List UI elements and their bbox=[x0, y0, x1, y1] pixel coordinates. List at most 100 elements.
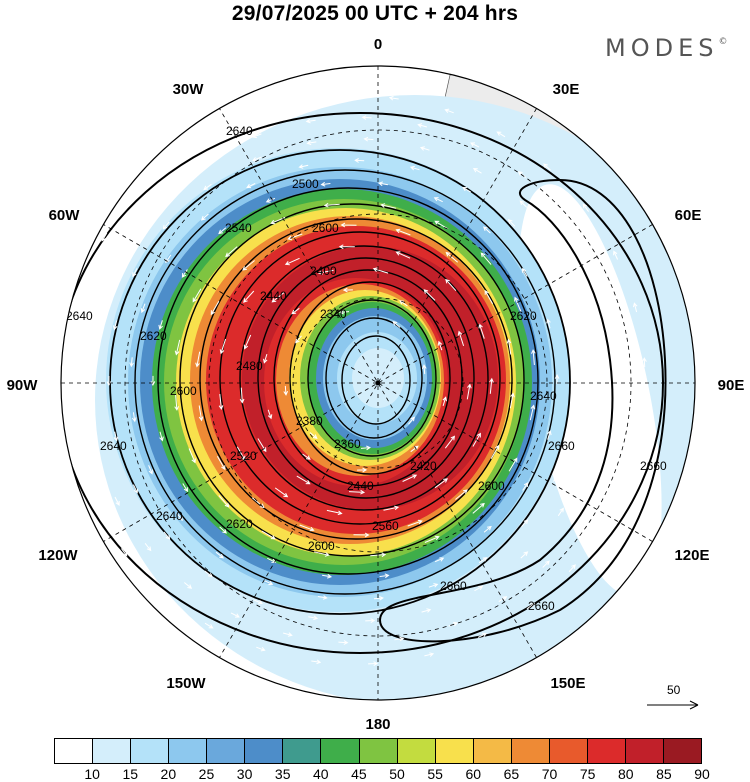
contour-label: 2440 bbox=[260, 289, 287, 303]
wind-arrow bbox=[236, 446, 246, 461]
wind-arrow bbox=[379, 573, 390, 579]
wind-arrow bbox=[480, 252, 492, 265]
wind-arrow bbox=[188, 448, 196, 464]
colorbar-tick-label: 30 bbox=[236, 766, 253, 782]
contour-label: 2660 bbox=[640, 459, 667, 473]
contour-label: 2600 bbox=[478, 479, 505, 493]
wind-arrow bbox=[267, 557, 277, 563]
wind-arrow bbox=[291, 307, 300, 315]
south-pole-marker bbox=[375, 380, 381, 386]
wind-arrow bbox=[218, 394, 224, 411]
colorbar-segment bbox=[93, 739, 132, 763]
wind-arrow bbox=[120, 548, 128, 557]
wind-arrow bbox=[202, 157, 212, 164]
wind-arrow bbox=[253, 599, 263, 605]
colorbar-tick-label: 85 bbox=[656, 766, 672, 782]
wind-arrow bbox=[87, 336, 93, 347]
wind-arrow bbox=[265, 197, 276, 203]
colorbar-tick-label: 90 bbox=[694, 766, 710, 782]
wind-arrow bbox=[610, 304, 616, 315]
wind-arrow bbox=[252, 156, 262, 162]
contour-label: 2480 bbox=[236, 359, 263, 373]
wind-arrow bbox=[242, 260, 255, 271]
wind-arrow bbox=[132, 484, 138, 494]
wind-arrow bbox=[483, 525, 492, 533]
contour-label: 2600 bbox=[170, 384, 197, 398]
wind-arrow bbox=[162, 221, 170, 230]
brand-name: MODES bbox=[605, 34, 719, 62]
wind-arrow bbox=[112, 320, 118, 331]
lon-label-60w: 60W bbox=[49, 207, 81, 224]
lon-label-90w: 90W bbox=[7, 377, 39, 394]
contour-label: 2640 bbox=[100, 439, 127, 453]
wind-arrow bbox=[557, 507, 564, 517]
lon-label-150e: 150E bbox=[550, 675, 585, 692]
contour-label: 2660 bbox=[528, 599, 555, 613]
wind-arrow bbox=[85, 391, 90, 402]
colorbar-tick-label: 80 bbox=[617, 766, 634, 782]
wind-arrow bbox=[526, 602, 535, 610]
map-boundary bbox=[60, 65, 696, 701]
wind-arrow bbox=[474, 585, 484, 592]
wind-arrow bbox=[263, 580, 274, 586]
wind-arrow bbox=[408, 416, 415, 425]
wind-arrow bbox=[388, 95, 399, 101]
wind-arrow bbox=[472, 168, 482, 174]
colorbar-segment bbox=[207, 739, 246, 763]
wind-arrow bbox=[113, 431, 119, 442]
colorbar-labels: 10 15 20 25 30 35 40 45 50 55 60 65 70 75 80 85 90 bbox=[54, 766, 709, 782]
wind-shading bbox=[95, 95, 695, 700]
wind-arrow bbox=[183, 582, 193, 589]
wind-arrow bbox=[457, 330, 465, 347]
wind-arrow bbox=[590, 254, 596, 264]
colorbar-tick-label: 15 bbox=[122, 766, 139, 782]
wind-arrow bbox=[323, 202, 340, 208]
wind-arrow bbox=[299, 524, 315, 532]
contour-label: 2600 bbox=[312, 221, 339, 235]
reference-vector-arrow bbox=[647, 700, 699, 710]
wind-arrow bbox=[210, 301, 220, 316]
lon-label-30e: 30E bbox=[553, 81, 580, 98]
lon-label-150w: 150W bbox=[166, 675, 206, 692]
wind-arrow bbox=[509, 392, 515, 409]
wind-arrow bbox=[322, 573, 333, 579]
wind-arrow bbox=[354, 158, 365, 163]
lon-label-120e: 120E bbox=[674, 547, 709, 564]
contour-label: 2640 bbox=[66, 309, 93, 323]
wind-arrow bbox=[399, 300, 408, 307]
wind-arrow bbox=[204, 570, 213, 578]
wind-arrow bbox=[203, 183, 212, 191]
wind-arrow bbox=[407, 519, 423, 527]
wind-arrow bbox=[298, 164, 309, 169]
wind-arrow bbox=[553, 472, 559, 482]
wind-arrow bbox=[372, 267, 389, 274]
wind-arrow bbox=[296, 475, 311, 485]
wind-arrow bbox=[342, 287, 353, 293]
lon-label-180: 180 bbox=[365, 716, 390, 730]
wind-arrow bbox=[251, 133, 262, 139]
wind-arrow bbox=[340, 222, 357, 228]
wind-arrow bbox=[348, 489, 366, 495]
wind-arrow bbox=[302, 453, 311, 460]
colorbar-tick-label: 20 bbox=[160, 766, 177, 782]
wind-arrow bbox=[506, 338, 512, 355]
wind-arrow bbox=[478, 323, 485, 339]
wind-arrow bbox=[620, 358, 625, 369]
wind-arrow bbox=[434, 220, 449, 230]
wind-arrow bbox=[402, 474, 418, 482]
wind-arrow bbox=[216, 455, 226, 471]
wind-arrow bbox=[490, 444, 500, 459]
wind-arrow bbox=[230, 612, 240, 618]
wind-arrow bbox=[442, 396, 447, 407]
contour-label: 2500 bbox=[292, 177, 319, 191]
wind-arrow bbox=[274, 487, 289, 498]
wind-arrow bbox=[558, 208, 566, 218]
wind-arrow bbox=[566, 311, 572, 321]
wind-arrow bbox=[392, 321, 401, 328]
wind-arrow bbox=[158, 320, 163, 330]
contour-label: 2660 bbox=[548, 439, 575, 453]
wind-arrow bbox=[200, 213, 209, 221]
wind-arrow bbox=[317, 595, 328, 600]
wind-arrow bbox=[584, 456, 589, 467]
wind-arrow bbox=[546, 318, 551, 329]
